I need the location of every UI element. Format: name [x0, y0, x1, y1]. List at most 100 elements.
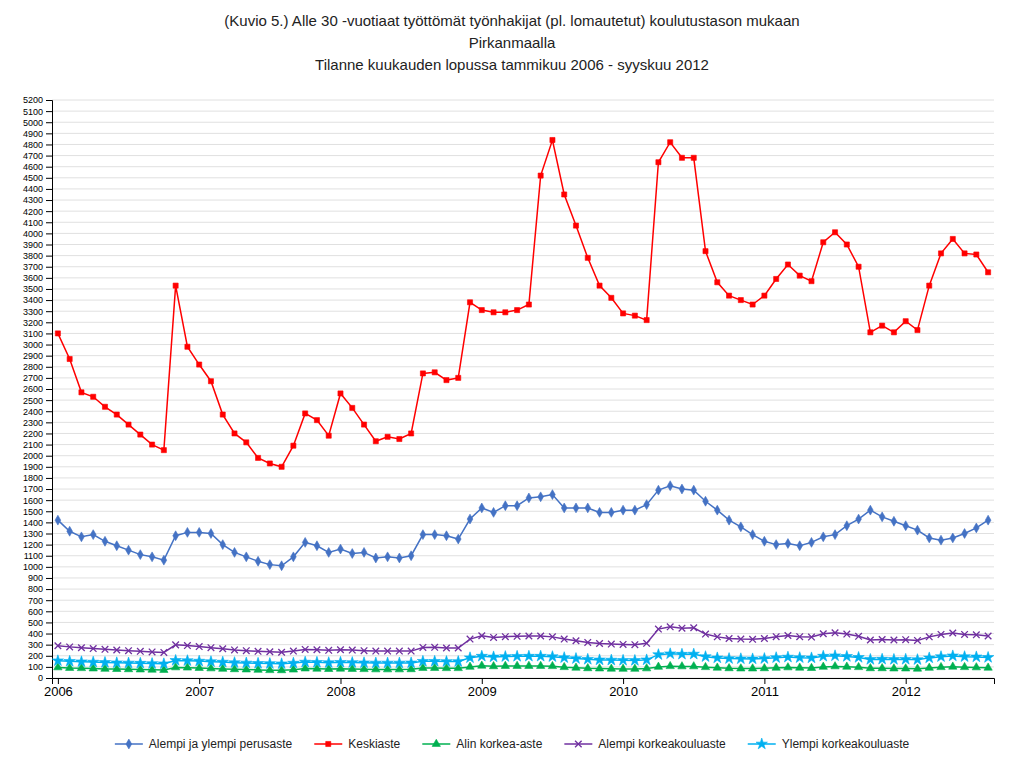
marker: [572, 663, 580, 670]
tick-mark: [46, 144, 52, 145]
tick-label: 4400: [23, 184, 43, 194]
marker: [913, 664, 921, 671]
marker: [619, 664, 627, 671]
tick: 1600: [23, 496, 52, 506]
marker: [325, 647, 332, 654]
marker: [676, 648, 687, 659]
marker: [949, 662, 957, 669]
marker: [844, 242, 849, 247]
tick-label: 4800: [23, 140, 43, 150]
marker: [135, 657, 146, 668]
marker: [208, 644, 215, 651]
marker: [821, 240, 826, 245]
grid-line: [52, 389, 994, 390]
grid-line: [52, 644, 994, 645]
marker: [102, 404, 107, 409]
marker: [654, 662, 662, 669]
legend-item: Keskiaste: [314, 737, 400, 751]
tick: 4800: [23, 140, 52, 150]
marker: [726, 515, 732, 525]
marker: [373, 553, 379, 563]
tick-label: 2100: [23, 440, 43, 450]
tick: 3500: [23, 284, 52, 294]
grid-line: [52, 200, 994, 201]
legend-item: Ylempi korkeakouluaste: [748, 737, 910, 751]
marker: [562, 192, 567, 197]
marker: [726, 635, 733, 642]
tick: 500: [28, 618, 52, 628]
marker: [337, 646, 344, 653]
grid-line: [52, 544, 994, 545]
tick: 4400: [23, 184, 52, 194]
marker: [326, 547, 332, 557]
tick: 2900: [23, 351, 52, 361]
marker: [879, 512, 885, 522]
marker: [314, 418, 319, 423]
tick-mark: [46, 322, 52, 323]
marker: [197, 362, 202, 367]
grid-line: [52, 366, 994, 367]
marker: [713, 663, 721, 670]
grid-line: [52, 288, 994, 289]
marker: [573, 503, 579, 513]
legend-symbol: [575, 741, 582, 748]
marker: [361, 422, 366, 427]
marker: [748, 664, 756, 671]
tick-label: 3200: [23, 318, 43, 328]
tick: 3400: [23, 295, 52, 305]
tick-label: 2300: [23, 418, 43, 428]
marker: [854, 662, 862, 669]
grid-line: [52, 111, 994, 112]
grid-line: [52, 322, 994, 323]
marker: [691, 155, 696, 160]
tick-label: 4600: [23, 162, 43, 172]
tick: 4000: [23, 229, 52, 239]
marker: [526, 493, 532, 503]
tick-label: 2000: [23, 451, 43, 461]
marker: [785, 262, 790, 267]
marker: [466, 662, 474, 669]
marker: [137, 550, 143, 560]
marker: [620, 505, 626, 515]
tick-label: 3800: [23, 251, 43, 261]
grid-line: [52, 244, 994, 245]
tick-label: 2700: [23, 373, 43, 383]
marker: [64, 655, 75, 666]
marker: [595, 664, 603, 671]
tick: 1300: [23, 529, 52, 539]
marker: [607, 664, 615, 671]
marker: [102, 536, 108, 546]
marker: [420, 371, 425, 376]
grid-line: [52, 533, 994, 534]
marker: [585, 255, 590, 260]
tick-mark: [46, 534, 52, 535]
marker: [912, 654, 923, 665]
tick: 900: [28, 573, 52, 583]
marker: [735, 653, 746, 664]
grid-line: [52, 466, 994, 467]
tick-label: 1400: [23, 518, 43, 528]
marker: [396, 648, 403, 655]
legend-symbol: [326, 741, 331, 746]
marker: [712, 652, 723, 663]
axis-line: [46, 101, 53, 679]
grid-line: [52, 422, 994, 423]
tick-mark: [46, 289, 52, 290]
marker: [703, 496, 709, 506]
marker: [172, 642, 179, 649]
marker: [525, 661, 533, 668]
tick: 4500: [23, 173, 52, 183]
marker: [759, 653, 770, 664]
marker: [688, 648, 699, 659]
marker: [809, 279, 814, 284]
line: [58, 486, 988, 566]
marker: [88, 656, 99, 667]
marker: [501, 661, 509, 668]
tick-label: 2011: [751, 684, 779, 699]
marker: [349, 647, 356, 654]
marker: [538, 492, 544, 502]
marker: [642, 664, 650, 671]
marker: [632, 313, 637, 318]
tick-mark: [46, 433, 52, 434]
marker: [690, 624, 697, 631]
